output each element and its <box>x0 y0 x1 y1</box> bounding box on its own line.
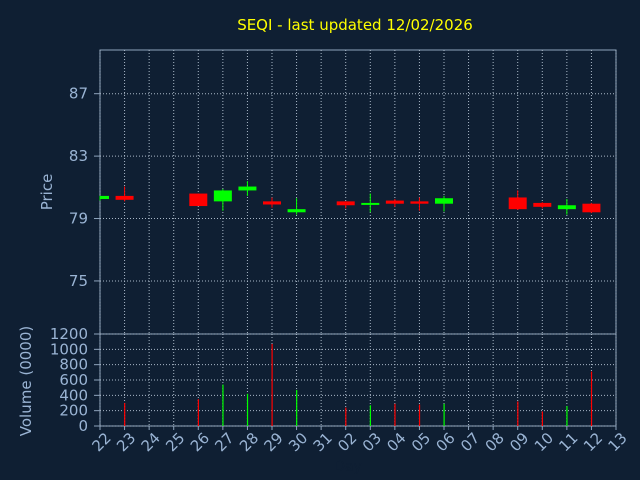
x-tick-label: 29 <box>261 429 287 455</box>
x-tick-label: 07 <box>457 429 483 455</box>
price-frame <box>99 49 617 335</box>
x-tick-label: 31 <box>310 429 336 455</box>
volume-bar <box>369 405 371 426</box>
x-tick-label: 25 <box>162 429 188 455</box>
volume-bar <box>566 406 568 426</box>
candle-body <box>263 201 281 205</box>
price-y-axis: 75 79 83 87 <box>69 85 100 290</box>
volume-bar <box>517 401 519 426</box>
candle-body <box>435 198 453 204</box>
volume-bar <box>590 371 593 426</box>
candle-body <box>336 201 355 206</box>
x-tick-label: 08 <box>482 429 508 455</box>
volume-bar <box>124 403 126 426</box>
volume-tick-label: 200 <box>59 402 88 420</box>
candle-body <box>508 197 527 210</box>
candle-body <box>410 201 429 204</box>
x-tick-label: 03 <box>359 429 385 455</box>
volume-bar <box>418 404 421 426</box>
volume-tick-label: 1000 <box>50 340 88 358</box>
price-tick-label: 87 <box>69 85 88 103</box>
candle-body <box>361 202 380 205</box>
volume-tick-label: 600 <box>59 371 88 389</box>
x-tick-label: 27 <box>211 429 237 455</box>
x-tick-label: 06 <box>433 429 459 455</box>
candle-body <box>238 186 257 191</box>
price-axis-label: Price <box>38 174 56 211</box>
volume-tick-label: 0 <box>78 417 88 435</box>
volume-axis-label: Volume (0000) <box>17 326 35 436</box>
x-tick-label: 12 <box>580 429 606 455</box>
volume-bar <box>222 384 224 426</box>
x-tick-label: 05 <box>408 429 434 455</box>
volume-bar <box>443 403 445 426</box>
x-tick-label: 23 <box>113 429 139 455</box>
x-tick-label: 10 <box>531 429 557 455</box>
volume-grid <box>99 333 617 427</box>
x-axis-title: Day <box>334 459 362 475</box>
volume-bar <box>271 343 273 426</box>
candle-body <box>189 193 208 207</box>
volume-bars <box>124 343 593 426</box>
x-tick-label: 24 <box>138 429 164 455</box>
candle-body <box>115 195 134 200</box>
x-tick-label: 13 <box>605 429 631 455</box>
candle-body <box>582 203 601 213</box>
candle-body <box>557 205 576 210</box>
price-tick-label: 79 <box>69 210 88 228</box>
x-tick-label: 26 <box>187 429 213 455</box>
volume-bar <box>197 399 199 426</box>
x-tick-label: 22 <box>89 429 115 455</box>
x-tick-label: 11 <box>555 429 581 455</box>
candle-body <box>287 209 306 213</box>
candle-body <box>100 195 109 200</box>
x-tick-label: 30 <box>285 429 311 455</box>
chart-title: SEQI - last updated 12/02/2026 <box>237 16 473 34</box>
volume-bar <box>246 393 249 426</box>
price-tick-label: 83 <box>69 147 88 165</box>
volume-tick-label: 1200 <box>50 325 88 343</box>
price-grid <box>99 49 617 335</box>
x-tick-label: 04 <box>383 429 409 455</box>
candle-body <box>213 190 232 202</box>
x-tick-label: 09 <box>506 429 532 455</box>
day-x-axis: 2223242526272829303102030405060708091011… <box>89 426 631 455</box>
volume-bar <box>296 389 298 426</box>
volume-bar <box>345 407 347 426</box>
price-candles <box>99 181 601 215</box>
x-tick-label: 28 <box>236 429 262 455</box>
candle-body <box>385 200 404 204</box>
volume-tick-label: 400 <box>59 386 88 404</box>
price-tick-label: 75 <box>69 272 88 290</box>
volume-bar <box>541 411 543 426</box>
candle-body <box>533 202 552 207</box>
x-tick-label: 02 <box>334 429 360 455</box>
volume-bar <box>394 403 396 426</box>
volume-tick-label: 800 <box>59 356 88 374</box>
